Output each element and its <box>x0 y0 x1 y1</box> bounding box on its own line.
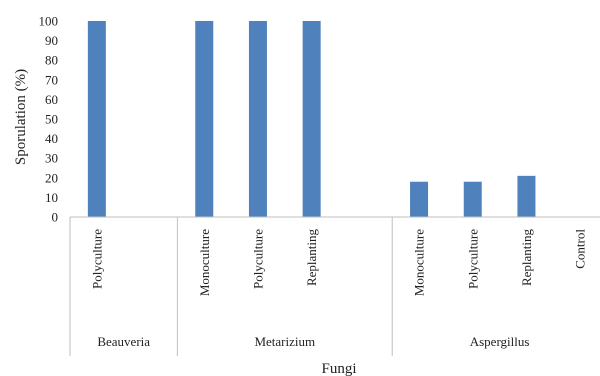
y-tick-label: 0 <box>52 210 59 225</box>
group-label: Metarizium <box>254 334 315 349</box>
bar <box>195 21 214 217</box>
y-tick-label: 100 <box>39 14 59 29</box>
group-label: Aspergillus <box>470 334 530 349</box>
group-labels: Beauveria Metarizium Aspergillus <box>97 334 529 349</box>
group-label: Beauveria <box>97 334 150 349</box>
category-label: Monoculture <box>197 229 212 296</box>
y-tick-label: 10 <box>45 190 58 205</box>
y-tick-label: 50 <box>45 112 58 127</box>
bar <box>517 175 536 217</box>
bar <box>410 181 429 217</box>
category-label: Monoculture <box>412 229 427 296</box>
y-axis-title: Sporulation (%) <box>13 69 29 165</box>
category-label: Replanting <box>519 229 534 287</box>
y-tick-label: 40 <box>45 131 58 146</box>
category-labels: Polyculture Monoculture Polyculture Replant… <box>89 229 587 297</box>
bar <box>463 181 482 217</box>
bar <box>302 21 321 217</box>
y-tick-label: 70 <box>45 72 58 87</box>
y-tick-label: 60 <box>45 92 58 107</box>
y-tick-label: 80 <box>45 53 58 68</box>
y-tick-label: 90 <box>45 33 58 48</box>
category-label: Polyculture <box>89 229 104 289</box>
y-axis-ticks: 0 10 20 30 40 50 60 70 80 90 100 <box>39 14 59 225</box>
bars <box>87 21 536 217</box>
y-tick-label: 30 <box>45 151 58 166</box>
x-axis-title: Fungi <box>321 361 356 376</box>
category-label: Control <box>573 229 588 269</box>
category-label: Polyculture <box>250 229 265 289</box>
category-label: Replanting <box>304 229 319 287</box>
axes <box>69 216 600 356</box>
category-label: Polyculture <box>465 229 480 289</box>
bar <box>87 21 106 217</box>
bar <box>248 21 267 217</box>
y-tick-label: 20 <box>45 170 58 185</box>
